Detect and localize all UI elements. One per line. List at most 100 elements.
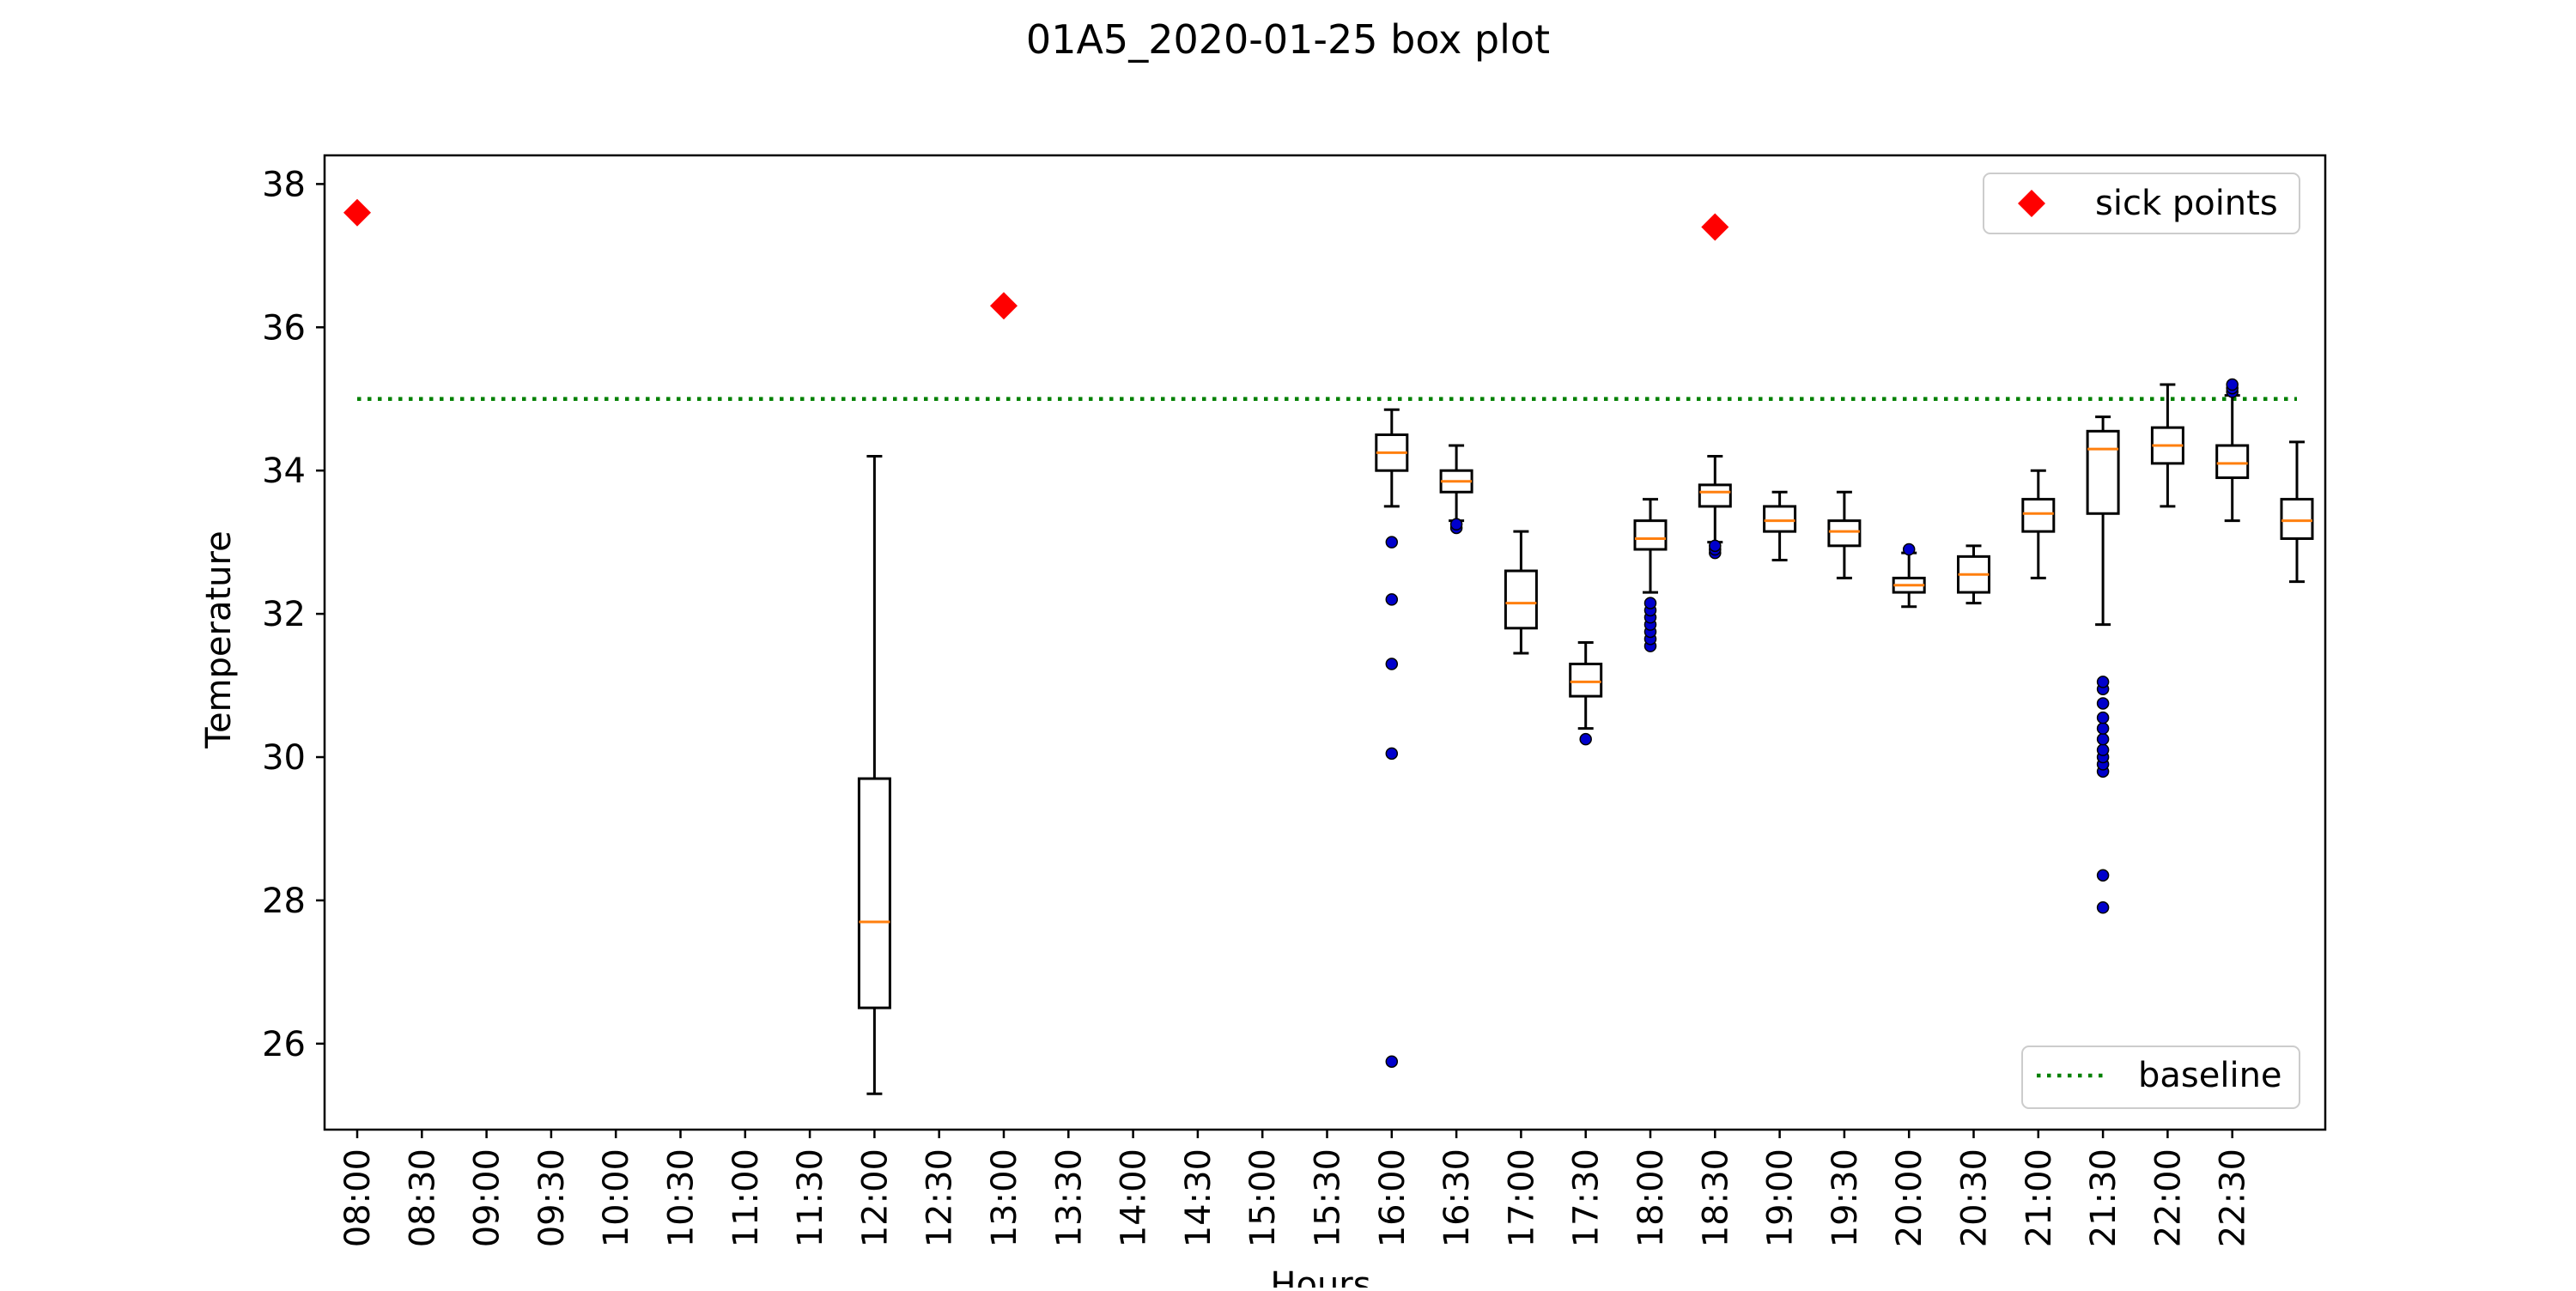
- x-tick-label: 16:30: [1437, 1149, 1477, 1247]
- box-2130: [2086, 415, 2120, 914]
- box-2100: [2021, 469, 2056, 579]
- box-iqr: [857, 777, 891, 1009]
- sick-point-marker: [1701, 213, 1729, 241]
- box-1700: [1504, 530, 1538, 655]
- outlier-point: [2096, 732, 2110, 746]
- outlier-point: [2096, 743, 2110, 756]
- box-1730: [1569, 641, 1603, 746]
- outlier-point: [2096, 697, 2110, 710]
- y-tick-label: 34: [262, 452, 306, 491]
- plot-frame: [323, 154, 2327, 1131]
- x-tick-label: 10:30: [662, 1149, 702, 1247]
- box-1630: [1439, 444, 1473, 535]
- x-tick-label: 21:30: [2084, 1149, 2123, 1247]
- outlier-point: [1385, 1055, 1399, 1068]
- x-tick-label: 09:30: [532, 1149, 572, 1247]
- x-tick-label: 15:30: [1309, 1149, 1348, 1247]
- box-1930: [1827, 490, 1862, 579]
- x-tick-label: 18:30: [1696, 1149, 1735, 1247]
- box-1830: [1698, 455, 1732, 560]
- x-tick-label: 18:00: [1631, 1149, 1671, 1247]
- box-1200: [857, 455, 891, 1095]
- outlier-point: [2096, 711, 2110, 724]
- x-tick-label: 19:00: [1761, 1149, 1801, 1247]
- x-tick-label: 12:00: [855, 1149, 895, 1247]
- x-tick-label: 10:00: [597, 1149, 636, 1247]
- box-1600: [1375, 408, 1409, 1068]
- x-tick-label: 11:30: [791, 1149, 830, 1247]
- outlier-point: [1385, 593, 1399, 606]
- x-tick-label: 17:00: [1502, 1149, 1541, 1247]
- legend-layer: sick points baseline: [1983, 173, 2300, 1109]
- box-2030: [1957, 544, 1990, 605]
- legend-baseline-label: baseline: [2138, 1056, 2282, 1095]
- x-tick-label: 08:00: [338, 1149, 378, 1247]
- outlier-point: [1709, 539, 1722, 553]
- y-tick-label: 28: [262, 882, 306, 921]
- y-tick-label: 30: [262, 738, 306, 778]
- y-tick-label: 36: [262, 308, 306, 348]
- x-tick-label: 16:00: [1373, 1149, 1413, 1247]
- box-iqr: [2086, 429, 2120, 515]
- x-tick-label: 20:30: [1955, 1149, 1995, 1247]
- y-axis-label: Temperature: [199, 530, 239, 749]
- x-tick-label: 11:00: [726, 1149, 766, 1247]
- sick-points-layer: [343, 198, 1729, 320]
- box-slot30: [2280, 440, 2314, 584]
- box-2200: [2150, 383, 2184, 508]
- box-iqr: [1698, 483, 1732, 508]
- sick-point-marker: [343, 198, 371, 227]
- outlier-point: [2096, 869, 2110, 882]
- outlier-point: [2096, 722, 2110, 735]
- x-tick-label: 20:00: [1890, 1149, 1929, 1247]
- x-tick-label: 22:00: [2148, 1149, 2188, 1247]
- x-tick-label: 08:30: [403, 1149, 442, 1247]
- box-2230: [2215, 378, 2250, 523]
- x-axis-label: Hours: [1270, 1265, 1370, 1288]
- outlier-point: [2096, 676, 2110, 688]
- box-iqr: [1633, 519, 1668, 551]
- x-tick-label: 15:00: [1243, 1149, 1283, 1247]
- box-2000: [1892, 542, 1926, 609]
- y-tick-label: 26: [262, 1025, 306, 1064]
- box-iqr: [2280, 498, 2314, 540]
- outlier-point: [1385, 658, 1399, 670]
- box-layer: [857, 378, 2314, 1095]
- outlier-point: [2226, 378, 2239, 391]
- box-1800: [1633, 498, 1668, 652]
- outlier-point: [1385, 536, 1399, 549]
- box-iqr: [2215, 444, 2250, 480]
- legend-sick-marker: [2018, 190, 2045, 217]
- legend-box-baseline: [2021, 1046, 2300, 1109]
- x-tick-label: 09:00: [468, 1149, 507, 1247]
- x-tick-label: 14:00: [1115, 1149, 1154, 1247]
- sick-point-marker: [990, 292, 1018, 320]
- x-tick-label: 14:30: [1179, 1149, 1218, 1247]
- legend-box-sick: [1983, 173, 2300, 234]
- x-tick-label: 19:30: [1826, 1149, 1865, 1247]
- y-tick-label: 32: [262, 595, 306, 634]
- outlier-point: [1643, 597, 1657, 609]
- outlier-point: [1449, 518, 1463, 531]
- box-iqr: [1827, 519, 1862, 548]
- axes-layer: 26 28 30 32 34 36 38 08:00 08:30 09:00 09:30 10:00 1…: [262, 154, 2327, 1247]
- outlier-point: [1902, 542, 1916, 556]
- outlier-point: [2096, 901, 2110, 914]
- box-iqr: [1763, 505, 1797, 533]
- x-tick-label: 12:30: [920, 1149, 960, 1247]
- x-tick-label: 22:30: [2214, 1149, 2253, 1247]
- chart-title: 01A5_2020-01-25 box plot: [1026, 16, 1550, 63]
- box-1900: [1763, 490, 1797, 562]
- box-iqr: [2021, 498, 2056, 533]
- x-tick-label: 21:00: [2020, 1149, 2059, 1247]
- x-tick-label: 13:30: [1049, 1149, 1089, 1247]
- legend-sick-label: sick points: [2095, 184, 2278, 223]
- outlier-point: [1579, 732, 1592, 746]
- y-tick-label: 38: [262, 165, 306, 204]
- box-iqr: [1569, 663, 1603, 698]
- box-iqr: [1504, 569, 1538, 630]
- outlier-point: [1385, 747, 1399, 761]
- x-tick-label: 13:00: [985, 1149, 1024, 1247]
